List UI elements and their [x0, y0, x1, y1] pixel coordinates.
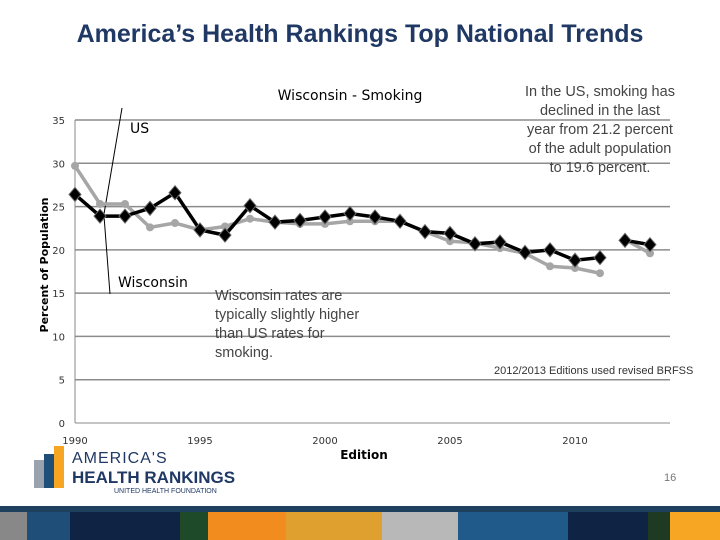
- data-point-wisconsin: [368, 209, 382, 225]
- data-point-us: [596, 269, 604, 278]
- us-trend-note: In the US, smoking has declined in the l…: [525, 84, 675, 176]
- us-series-label: US: [130, 121, 149, 137]
- footer-band: [0, 506, 720, 540]
- data-point-us: [246, 214, 254, 223]
- data-point-us: [96, 199, 104, 208]
- x-tick-label: 2010: [562, 436, 587, 447]
- y-tick-label: 10: [52, 332, 65, 343]
- y-tick-label: 15: [52, 289, 65, 300]
- data-point-wisconsin: [568, 252, 582, 269]
- y-tick-label: 20: [52, 246, 65, 257]
- data-point-wisconsin: [593, 249, 607, 266]
- data-point-wisconsin: [618, 232, 632, 249]
- data-point-wisconsin: [143, 200, 157, 217]
- data-point-us: [571, 264, 579, 273]
- data-point-wisconsin: [443, 225, 457, 242]
- data-point-wisconsin: [218, 227, 232, 243]
- series-line-wisconsin: [73, 190, 601, 263]
- wisconsin-note: Wisconsin rates are typically slightly h…: [215, 288, 360, 361]
- data-point-us: [446, 237, 454, 246]
- us-callout-line: [103, 107, 123, 215]
- x-tick-label: 1995: [187, 436, 212, 447]
- data-point-wisconsin: [518, 244, 532, 261]
- x-tick-label: 1990: [62, 436, 87, 447]
- y-tick-label: 35: [52, 116, 65, 127]
- chart-title: Wisconsin - Smoking: [278, 88, 423, 104]
- data-point-wisconsin: [68, 186, 82, 203]
- data-point-wisconsin: [293, 212, 307, 229]
- brfss-note: 2012/2013 Editions used revised BRFSS: [494, 365, 694, 377]
- wisconsin-series-label: Wisconsin: [118, 275, 188, 291]
- data-point-wisconsin: [493, 234, 507, 250]
- x-axis-label: Edition: [340, 448, 388, 462]
- data-point-us: [171, 219, 179, 228]
- x-tick-label: 2005: [437, 436, 462, 447]
- page-title: America’s Health Rankings Top National T…: [76, 20, 644, 48]
- logo-bars-icon: [34, 446, 64, 488]
- data-point-wisconsin: [168, 184, 182, 201]
- data-point-wisconsin: [268, 214, 282, 230]
- data-point-us: [146, 223, 154, 232]
- data-point-wisconsin: [193, 222, 207, 238]
- data-point-wisconsin: [393, 213, 407, 230]
- x-tick-label: 2000: [312, 436, 337, 447]
- y-axis-label: Percent of Population: [38, 198, 51, 333]
- data-point-wisconsin: [543, 242, 557, 258]
- data-point-wisconsin: [418, 223, 432, 240]
- data-point-wisconsin: [343, 205, 357, 222]
- data-point-us: [221, 222, 229, 231]
- data-point-wisconsin: [468, 236, 482, 252]
- data-point-us: [546, 262, 554, 271]
- y-tick-label: 25: [52, 203, 65, 214]
- data-point-us: [71, 161, 79, 170]
- series-line-us: [73, 164, 601, 275]
- y-tick-label: 5: [59, 376, 65, 387]
- y-tick-label: 0: [59, 419, 65, 430]
- data-point-wisconsin: [243, 197, 257, 214]
- data-point-wisconsin: [118, 208, 132, 224]
- y-tick-label: 30: [52, 159, 65, 170]
- page-number: 16: [664, 472, 677, 484]
- data-point-wisconsin: [643, 236, 657, 253]
- data-point-us: [646, 249, 654, 258]
- data-point-wisconsin: [318, 209, 332, 225]
- data-point-us: [346, 217, 354, 226]
- data-point-us: [121, 199, 129, 208]
- data-point-wisconsin: [93, 208, 107, 224]
- wisconsin-callout-line: [103, 215, 111, 295]
